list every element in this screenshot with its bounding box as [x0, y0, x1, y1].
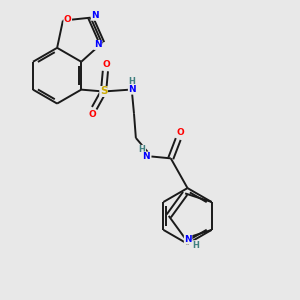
Text: H: H	[192, 241, 199, 250]
Text: O: O	[88, 110, 96, 119]
Text: O: O	[102, 60, 110, 69]
Text: H: H	[139, 145, 145, 154]
Text: N: N	[91, 11, 99, 20]
Text: O: O	[176, 128, 184, 137]
Text: S: S	[100, 86, 107, 97]
Text: N: N	[184, 235, 192, 244]
Text: O: O	[64, 15, 72, 24]
Text: H: H	[129, 77, 136, 86]
Text: N: N	[142, 152, 150, 161]
Text: N: N	[128, 85, 136, 94]
Text: N: N	[94, 40, 101, 50]
